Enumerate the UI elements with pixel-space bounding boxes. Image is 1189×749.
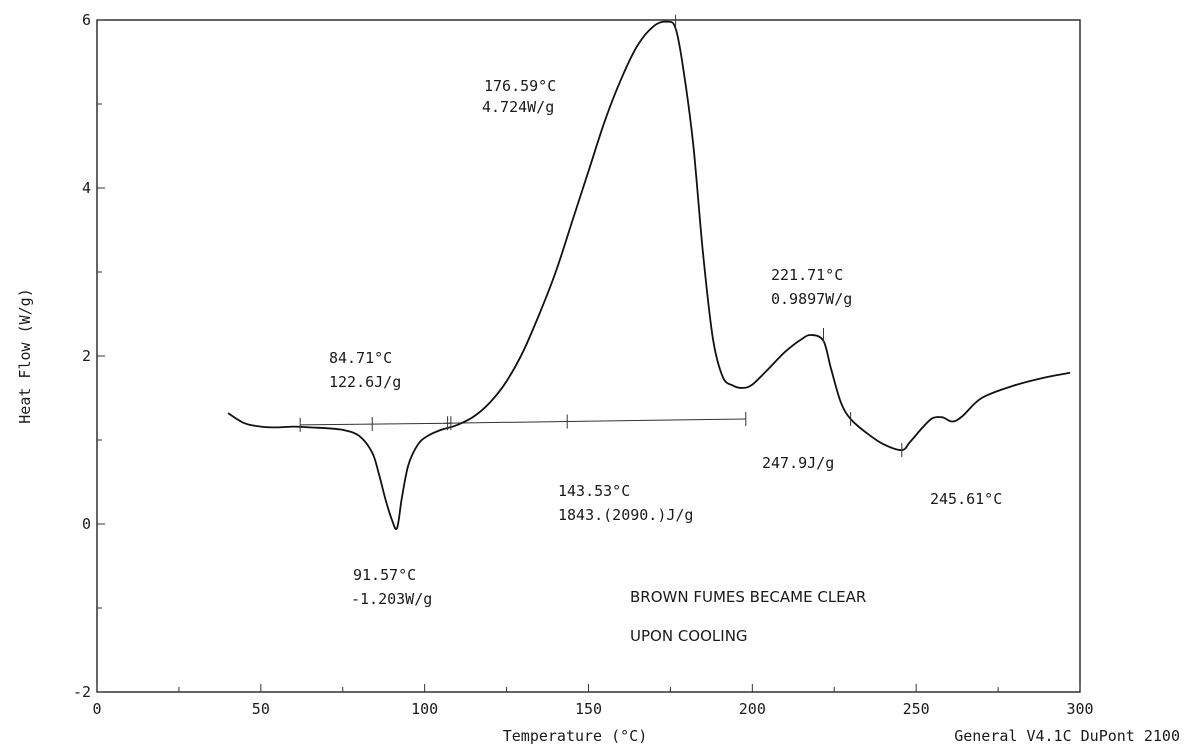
annotation-peak-temp: 176.59°C bbox=[484, 77, 556, 95]
x-tick-label: 250 bbox=[903, 700, 930, 718]
x-tick-label: 200 bbox=[739, 700, 766, 718]
footer-instrument: General V4.1C DuPont 2100 bbox=[954, 727, 1180, 745]
annotation-endotherm-onset-temp: 84.71°C bbox=[329, 349, 392, 367]
y-tick-label: 0 bbox=[82, 515, 91, 533]
annotation-peak-flow: 4.724W/g bbox=[482, 98, 554, 116]
y-tick-label: 4 bbox=[82, 179, 91, 197]
integration-baseline bbox=[444, 418, 746, 424]
y-tick-label: 6 bbox=[82, 11, 91, 29]
x-tick-label: 300 bbox=[1066, 700, 1093, 718]
annotation-endotherm-peak-flow: -1.203W/g bbox=[351, 590, 432, 608]
annotation-endotherm-peak-temp: 91.57°C bbox=[353, 566, 416, 584]
integration-baseline bbox=[300, 422, 451, 426]
annotation-minimum-temp: 245.61°C bbox=[930, 490, 1002, 508]
x-tick-label: 150 bbox=[575, 700, 602, 718]
annotation-exotherm-enthalpy: 1843.(2090.)J/g bbox=[558, 506, 693, 524]
x-axis-ticks: 0 50 100 150 200 250 300 bbox=[92, 684, 1094, 718]
x-axis-label: Temperature (°C) bbox=[503, 727, 648, 745]
note-line-2: UPON COOLING bbox=[630, 627, 748, 645]
annotation-endotherm-enthalpy: 122.6J/g bbox=[329, 373, 401, 391]
plot-frame bbox=[96, 19, 1081, 693]
heat-flow-curve bbox=[227, 20, 1071, 530]
y-axis-label: Heat Flow (W/g) bbox=[16, 288, 34, 423]
x-tick-label: 0 bbox=[92, 700, 101, 718]
note-line-1: BROWN FUMES BECAME CLEAR bbox=[630, 588, 866, 606]
integration-baselines bbox=[300, 418, 746, 426]
y-tick-label: 2 bbox=[82, 347, 91, 365]
annotation-third-enthalpy: 247.9J/g bbox=[762, 454, 834, 472]
y-axis-ticks: -2 0 2 4 6 bbox=[73, 11, 105, 701]
curve-markers bbox=[299, 14, 903, 458]
annotation-exotherm-onset-temp: 143.53°C bbox=[558, 482, 630, 500]
annotation-second-peak-flow: 0.9897W/g bbox=[771, 290, 852, 308]
annotation-second-peak-temp: 221.71°C bbox=[771, 266, 843, 284]
x-tick-label: 100 bbox=[411, 700, 438, 718]
x-tick-label: 50 bbox=[252, 700, 270, 718]
y-tick-label: -2 bbox=[73, 683, 91, 701]
